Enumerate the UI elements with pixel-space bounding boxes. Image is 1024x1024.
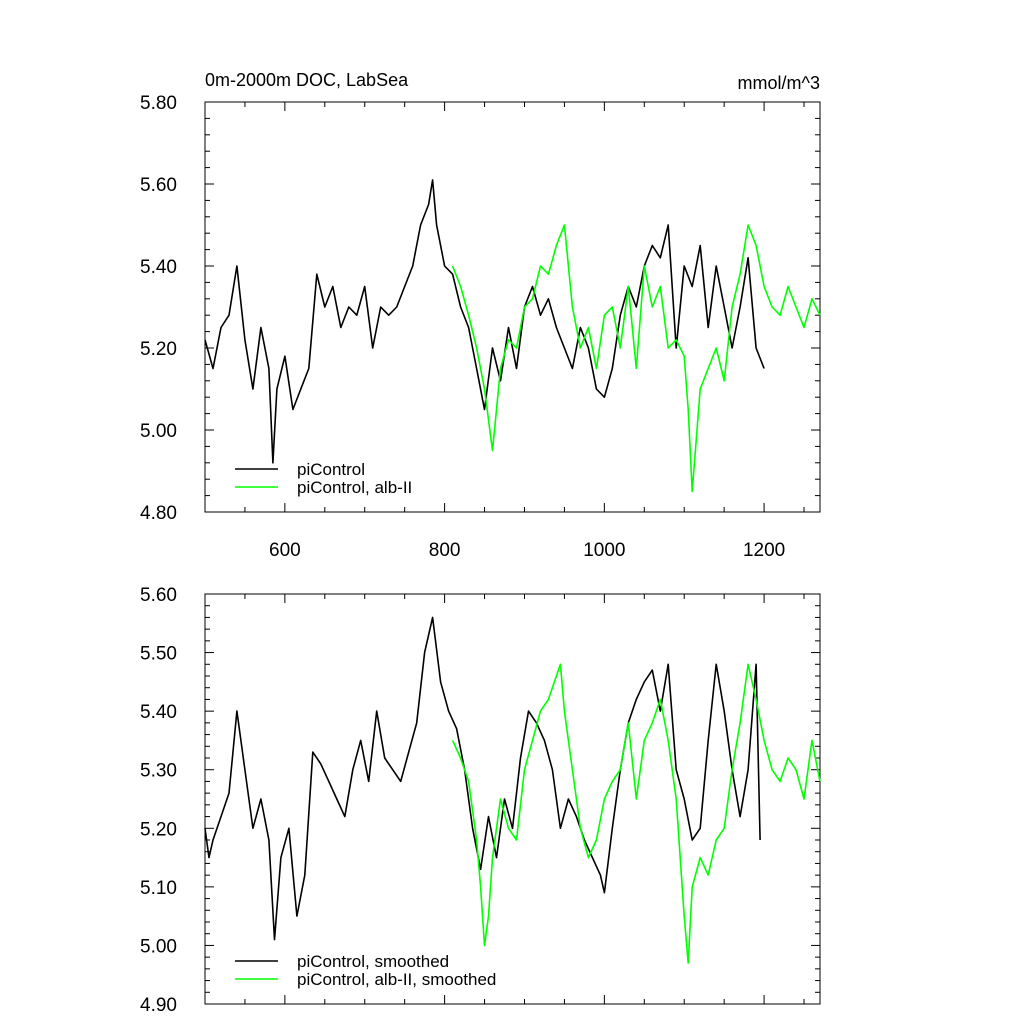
series-line-alb-ii — [451, 224, 821, 493]
y-tick-label: 5.00 — [140, 936, 177, 957]
chart-title: 0m-2000m DOC, LabSea — [205, 70, 409, 90]
x-tick-label: 1200 — [743, 540, 785, 561]
units-label: mmol/m^3 — [738, 73, 820, 93]
bottom-panel: 4.90 5.00 5.10 5.20 5.30 5.40 5.50 5.60 piContro… — [140, 585, 821, 1016]
y-tick-label: 5.50 — [140, 644, 177, 665]
x-tick-label: 1000 — [583, 540, 625, 561]
y-tick-label: 5.60 — [140, 175, 177, 196]
y-tick-label: 5.80 — [140, 93, 177, 114]
y-tick-label: 5.10 — [140, 878, 177, 899]
x-tick-label: 800 — [429, 540, 461, 561]
y-tick-label: 5.20 — [140, 339, 177, 360]
legend-label: piControl, smoothed — [297, 952, 449, 971]
legend-label: piControl, alb-II — [297, 478, 412, 497]
series-line-picontrol — [204, 616, 761, 941]
y-tick-label: 4.90 — [140, 995, 177, 1016]
legend-label: piControl — [297, 460, 365, 479]
y-tick-label: 4.80 — [140, 503, 177, 524]
y-tick-label: 5.40 — [140, 257, 177, 278]
top-panel: 4.80 5.00 5.20 5.40 5.60 5.80 600 800 1000 1200 0m… — [140, 70, 821, 561]
y-tick-label: 5.00 — [140, 421, 177, 442]
y-tick-label: 5.60 — [140, 585, 177, 606]
y-tick-label: 5.20 — [140, 819, 177, 840]
series-line-alb-ii — [451, 663, 821, 964]
legend-label: piControl, alb-II, smoothed — [297, 970, 496, 989]
plot-frame — [204, 593, 821, 1005]
plot-frame — [204, 101, 821, 513]
y-tick-label: 5.40 — [140, 702, 177, 723]
x-tick-label: 600 — [269, 540, 301, 561]
series-line-picontrol — [204, 179, 765, 464]
y-tick-label: 5.30 — [140, 761, 177, 782]
